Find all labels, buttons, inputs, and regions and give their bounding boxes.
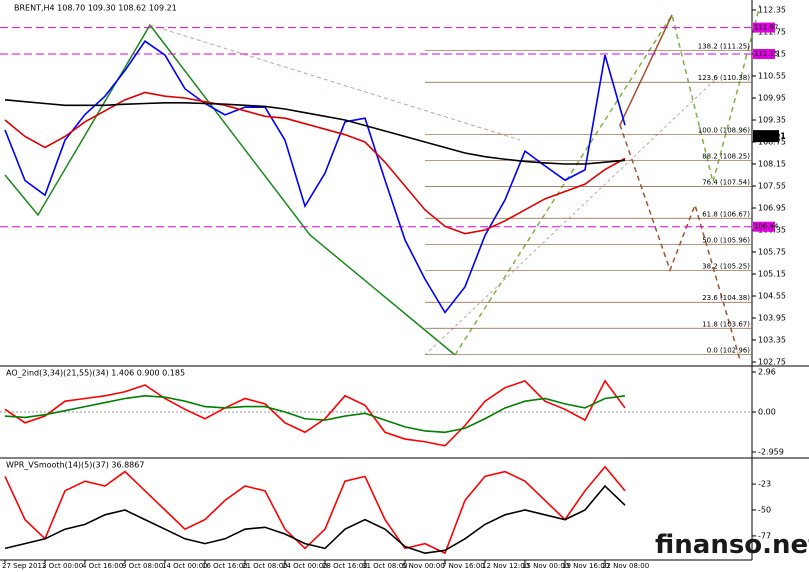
level-tag bbox=[753, 49, 775, 59]
x-tick-label: 7 Nov 16:00 bbox=[442, 562, 485, 570]
level-label: 106.44 bbox=[754, 223, 779, 231]
indicator-title: WPR_VSmooth(14)(5)(37) 36.8867 bbox=[6, 461, 144, 470]
chart-title: BRENT,H4 108.70 109.30 108.62 109.21 bbox=[14, 4, 177, 13]
y-tick-label: 109.95 bbox=[758, 94, 786, 103]
current-price: 108.91 bbox=[755, 132, 786, 141]
series-line bbox=[4, 91, 626, 235]
x-tick-label: 16 Oct 16:00 bbox=[202, 562, 248, 570]
fib-label: 23.6 (104.38) bbox=[702, 294, 750, 302]
x-tick-label: 22 Nov 08:00 bbox=[602, 562, 649, 570]
level-tag bbox=[753, 221, 775, 232]
level-label: 111.15 bbox=[754, 50, 779, 58]
y-tick-label: 103.35 bbox=[758, 336, 786, 345]
fib-label: 88.2 (108.25) bbox=[702, 152, 750, 160]
fib-label: 123.6 (110.38) bbox=[698, 74, 750, 82]
series-line bbox=[4, 379, 626, 447]
y-tick-label: 102.75 bbox=[758, 358, 786, 367]
fib-label: 76.4 (107.54) bbox=[702, 178, 750, 186]
y-tick-label: 0.00 bbox=[758, 408, 776, 417]
x-tick-label: 14 Oct 00:00 bbox=[162, 562, 208, 570]
y-tick-label: -23 bbox=[758, 480, 771, 489]
x-tick-label: 21 Oct 08:00 bbox=[242, 562, 288, 570]
x-tick-label: 19 Nov 16:00 bbox=[562, 562, 609, 570]
x-tick-label: 9 Oct 08:00 bbox=[122, 562, 163, 570]
series-line bbox=[4, 40, 626, 314]
x-tick-label: 12 Nov 12:00 bbox=[482, 562, 529, 570]
y-tick-label: 106.95 bbox=[758, 204, 786, 213]
series-line bbox=[4, 484, 626, 555]
y-tick-label: 107.55 bbox=[758, 182, 786, 191]
fib-label: 61.8 (106.67) bbox=[702, 210, 750, 218]
x-tick-label: 4 Oct 16:00 bbox=[82, 562, 123, 570]
level-tag bbox=[753, 22, 775, 33]
series-line bbox=[4, 465, 626, 555]
x-tick-label: 2 Oct 00:00 bbox=[42, 562, 83, 570]
y-tick-label: 105.75 bbox=[758, 248, 786, 257]
indicator-title: AO_2ind(3,34)(21,55)(34) 1.406 0.900 0.1… bbox=[6, 369, 185, 378]
series-line bbox=[4, 99, 626, 165]
fib-label: 50.0 (105.96) bbox=[702, 236, 750, 244]
fib-label: 138.2 (111.25) bbox=[698, 42, 750, 50]
x-tick-label: 24 Oct 00:00 bbox=[282, 562, 328, 570]
y-tick-label: 109.35 bbox=[758, 116, 786, 125]
y-tick-label: -77 bbox=[758, 531, 771, 540]
fib-label: 11.8 (103.67) bbox=[702, 320, 750, 328]
fib-label: 100.0 (108.96) bbox=[698, 126, 750, 134]
projection bbox=[619, 14, 741, 361]
y-tick-label: 108.15 bbox=[758, 160, 786, 169]
level-label: 111.87 bbox=[754, 24, 779, 32]
y-tick-label: 112.35 bbox=[758, 6, 786, 15]
x-tick-label: 5 Nov 00:00 bbox=[402, 562, 445, 570]
y-tick-label: 104.55 bbox=[758, 292, 786, 301]
projection bbox=[454, 4, 761, 356]
watermark: finanso.net bbox=[655, 530, 809, 560]
fib-label: 0.0 (102.96) bbox=[707, 346, 751, 354]
x-tick-label: 15 Nov 00:00 bbox=[522, 562, 569, 570]
price-tag bbox=[753, 130, 779, 143]
y-tick-label: -50 bbox=[758, 506, 771, 515]
y-tick-label: 103.95 bbox=[758, 314, 786, 323]
channel-line bbox=[424, 74, 721, 356]
fib-label: 38.2 (105.25) bbox=[702, 262, 750, 270]
y-tick-label: 110.55 bbox=[758, 72, 786, 81]
y-tick-label: 105.15 bbox=[758, 270, 786, 279]
series-line bbox=[4, 394, 626, 434]
x-tick-label: 31 Oct 08:00 bbox=[362, 562, 408, 570]
y-tick-label: 2.96 bbox=[758, 368, 776, 377]
y-tick-label: -2.959 bbox=[758, 448, 784, 457]
x-tick-label: 28 Oct 16:00 bbox=[322, 562, 368, 570]
x-tick-label: 27 Sep 2013 bbox=[2, 562, 46, 570]
trend-line bbox=[149, 24, 521, 141]
